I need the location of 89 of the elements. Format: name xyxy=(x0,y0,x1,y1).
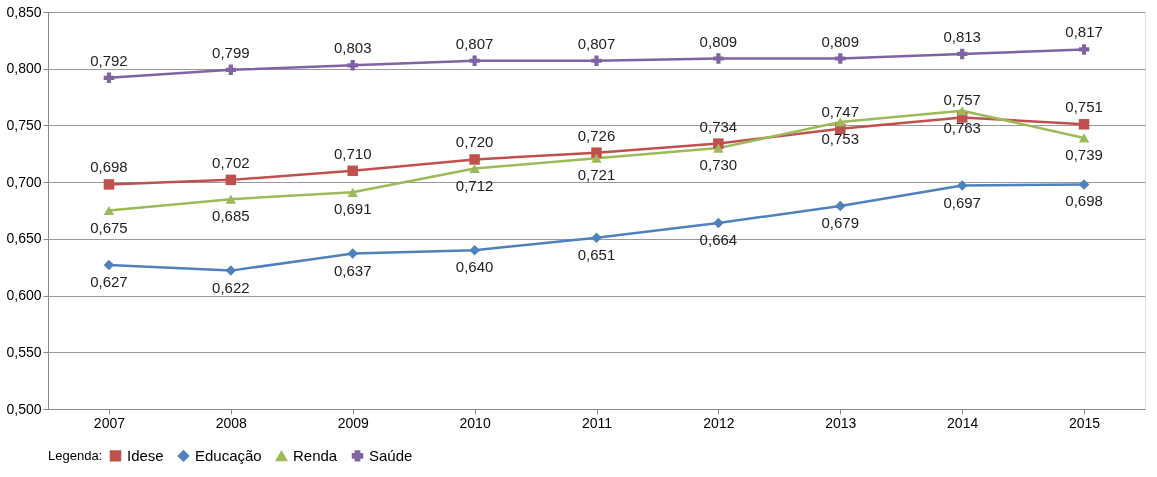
legend-label: Renda xyxy=(293,447,338,465)
legend-label: Idese xyxy=(127,446,164,464)
data-label: 0,627 xyxy=(90,272,128,290)
data-label: 0,747 xyxy=(821,102,860,120)
x-tick-label: 2008 xyxy=(215,414,248,431)
point xyxy=(713,53,724,64)
x-tick-label: 2015 xyxy=(1068,414,1101,431)
data-label: 0,753 xyxy=(821,130,860,148)
data-label: 0,809 xyxy=(821,32,860,50)
data-label: 0,763 xyxy=(943,118,981,136)
point xyxy=(347,165,358,177)
legend-title: Legenda: xyxy=(48,448,103,463)
data-label: 0,702 xyxy=(212,153,250,171)
data-label: 0,698 xyxy=(90,158,128,176)
point xyxy=(103,72,115,84)
point xyxy=(956,106,968,116)
point xyxy=(225,265,237,276)
x-tick-label: 2011 xyxy=(581,414,613,431)
y-tick-label: 0,850 xyxy=(6,3,42,20)
y-tick-label: 0,500 xyxy=(6,400,42,417)
point xyxy=(591,153,602,163)
y-tick-label: 0,650 xyxy=(6,230,42,247)
data-label: 0,757 xyxy=(943,91,981,109)
y-tick-label: 0,750 xyxy=(6,116,42,133)
data-label: 0,640 xyxy=(455,258,494,276)
data-label: 0,721 xyxy=(577,166,616,184)
point xyxy=(469,55,480,67)
legend-label: Educação xyxy=(195,446,262,464)
data-label: 0,710 xyxy=(333,144,372,162)
point xyxy=(103,179,115,190)
point xyxy=(225,174,237,186)
y-tick-label: 0,700 xyxy=(6,173,42,190)
point xyxy=(225,194,237,204)
point xyxy=(713,217,724,229)
point xyxy=(1078,119,1090,130)
data-label: 0,807 xyxy=(577,34,616,52)
point xyxy=(591,232,602,243)
y-tick-label: 0,800 xyxy=(6,60,42,77)
point xyxy=(835,200,846,212)
data-label: 0,664 xyxy=(699,230,738,248)
x-tick-label: 2010 xyxy=(459,414,491,431)
data-label: 0,734 xyxy=(699,117,738,135)
data-label: 0,685 xyxy=(212,207,250,225)
data-label: 0,807 xyxy=(455,34,494,52)
point xyxy=(591,147,602,158)
data-label: 0,739 xyxy=(1065,145,1103,163)
y-tick-label: 0,600 xyxy=(6,287,42,304)
x-tick-label: 2007 xyxy=(93,414,126,431)
data-label: 0,675 xyxy=(90,218,128,236)
data-label: 0,698 xyxy=(1065,192,1103,210)
point xyxy=(469,163,480,174)
data-label: 0,712 xyxy=(455,176,494,194)
data-label: 0,637 xyxy=(333,261,372,279)
data-label: 0,679 xyxy=(821,213,860,231)
data-label: 0,813 xyxy=(943,27,981,45)
point xyxy=(591,55,602,67)
point xyxy=(469,154,480,165)
point xyxy=(347,60,358,71)
data-label: 0,691 xyxy=(333,200,372,218)
point xyxy=(225,64,237,76)
legend-label: Saúde xyxy=(369,446,413,464)
point xyxy=(1078,133,1090,143)
point xyxy=(347,248,358,259)
data-label: 0,726 xyxy=(577,126,616,144)
data-label: 0,792 xyxy=(90,51,128,69)
data-label: 0,697 xyxy=(943,193,981,211)
x-tick-label: 2009 xyxy=(337,414,369,431)
data-label: 0,817 xyxy=(1065,23,1103,41)
data-label: 0,720 xyxy=(455,133,494,151)
x-tick-label: 2013 xyxy=(825,414,857,431)
data-label: 0,799 xyxy=(212,43,250,61)
data-label: 0,651 xyxy=(577,245,616,263)
point xyxy=(103,205,115,216)
y-tick-label: 0,550 xyxy=(6,343,42,360)
point xyxy=(956,48,968,60)
point xyxy=(956,180,968,191)
point xyxy=(835,53,846,64)
point xyxy=(1078,179,1090,190)
data-label: 0,751 xyxy=(1065,98,1103,116)
point xyxy=(1078,44,1090,55)
data-label: 0,809 xyxy=(699,32,738,50)
data-label: 0,803 xyxy=(333,39,372,57)
point xyxy=(347,187,358,197)
point xyxy=(713,143,724,153)
data-label: 0,730 xyxy=(699,156,738,174)
data-label: 0,622 xyxy=(212,278,250,296)
x-tick-label: 2012 xyxy=(703,414,735,431)
point xyxy=(469,244,480,256)
x-tick-label: 2014 xyxy=(947,414,979,431)
